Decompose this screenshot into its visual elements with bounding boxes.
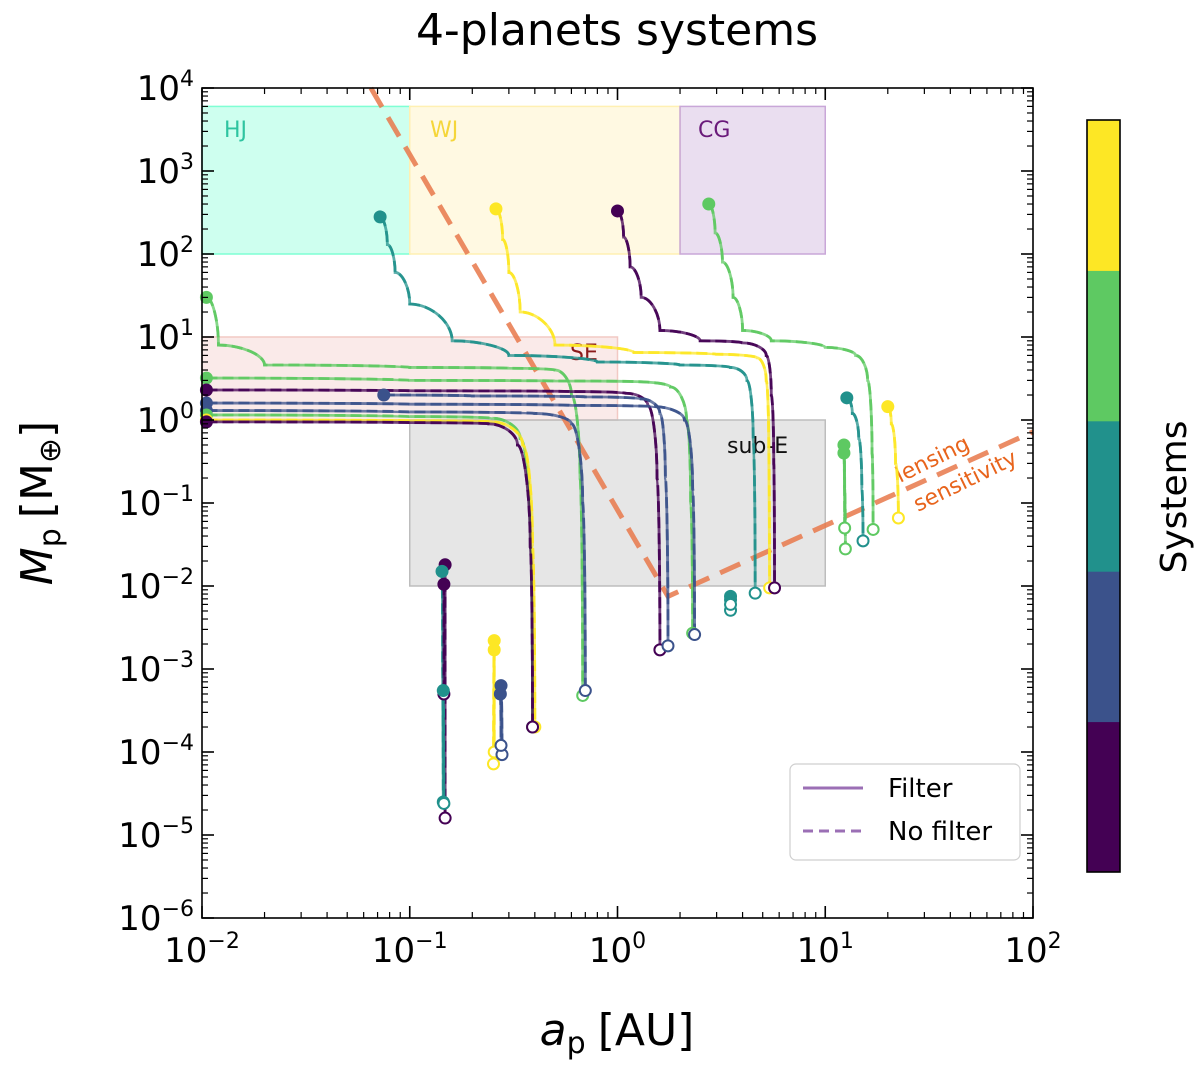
planet-final-point [688,628,702,642]
x-tick-label: 100 [589,929,646,971]
series-nofilter-line [383,393,670,646]
planet-initial-point [487,634,501,648]
planet-initial-point [611,204,624,218]
planet-initial-point [199,415,213,429]
planet-final-point [526,720,540,734]
y-tick-label: 10−3 [118,648,194,690]
x-tick-label: 10−1 [372,929,448,971]
region-label-sub-e: sub-E [727,434,788,459]
colorbar-label: Systems [1154,421,1195,574]
planet-final-point [438,811,452,825]
y-tick-label: 101 [137,316,194,358]
series-nofilter-line [846,396,865,541]
planet-final-point [891,511,905,525]
y-tick-label: 100 [137,399,194,441]
series-nofilter-line [206,420,534,728]
region-wj [409,105,681,255]
legend: Filter No filter [789,763,1021,861]
region-cg [679,105,827,255]
planet-final-point [768,581,782,595]
planet-final-point [486,757,500,771]
planet-initial-point [493,687,507,701]
y-tick-label: 104 [137,67,194,109]
region-label-cg: CG [698,118,730,143]
series-nofilter-line [206,418,537,728]
y-tick-label: 10−2 [118,565,194,607]
planet-final-point [724,597,738,611]
planet-initial-point [199,383,213,397]
colorbar-segment [1087,721,1120,873]
legend-nofilter-label: No filter [888,817,992,847]
planet-initial-point [489,202,503,216]
planet-final-point [866,522,880,536]
series-nofilter-line [379,215,757,594]
planet-initial-point [373,210,387,224]
planet-final-point [838,542,852,556]
planet-initial-point [837,446,851,460]
y-tick-label: 10−6 [118,897,194,939]
planet-initial-point [377,388,391,402]
colorbar-segment [1087,571,1120,723]
planet-initial-point [436,684,450,698]
planet-final-point [838,521,852,535]
y-tick-label: 103 [137,150,194,192]
y-tick-label: 10−4 [118,731,194,773]
region-label-wj: WJ [430,118,458,143]
series-nofilter-line [205,295,585,696]
planet-final-point [578,684,592,698]
colorbar-segment [1087,420,1120,572]
series-nofilter-line [206,409,587,691]
region-label-hj: HJ [224,118,247,143]
planet-initial-point [840,391,854,405]
x-tick-label: 101 [797,929,854,971]
planet-initial-point [881,400,895,414]
y-tick-label: 102 [137,233,194,275]
planet-initial-point [435,564,449,578]
legend-filter-label: Filter [888,774,953,804]
x-axis-label: ap [AU] [540,1005,695,1061]
chart-title: 4-planets systems [416,5,818,56]
planet-initial-point [702,197,716,211]
series-nofilter-line [616,209,776,588]
y-axis-label: Mp[M⊕] [12,421,68,585]
colorbar-segment [1087,120,1120,271]
region-hj [201,105,411,255]
y-tick-label: 10−1 [118,482,194,524]
axis-ticks: 10−2 10−1 100 101 102 10−6 10−5 10−4 10−3 10−2 10−… [118,67,1061,971]
series-nofilter-line [495,207,772,588]
colorbar [1086,119,1121,873]
planet-final-point [437,796,451,810]
markers-layer [199,197,905,825]
planet-initial-point [199,371,213,385]
planet-final-point [661,639,675,653]
colorbar-segment [1087,270,1120,422]
colorbar-frame [1086,119,1121,873]
series-nofilter-line [887,405,900,518]
y-tick-label: 10−5 [118,814,194,856]
planet-final-point [856,534,870,548]
series-nofilter-line [206,401,696,635]
series-nofilter-line [708,202,875,530]
planet-initial-point [487,643,501,657]
series-nofilter-line [206,376,695,634]
series-nofilter-line [206,388,662,650]
planet-final-point [494,738,508,752]
planet-initial-point [437,577,451,591]
x-tick-label: 10−2 [164,929,240,971]
planet-final-point [748,586,762,600]
x-tick-label: 102 [1004,929,1061,971]
